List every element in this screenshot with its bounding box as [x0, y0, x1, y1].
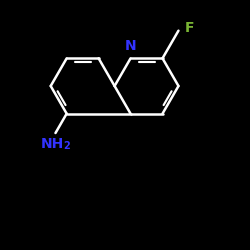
Text: 2: 2 — [63, 140, 70, 150]
Text: NH: NH — [41, 137, 64, 151]
Text: N: N — [125, 39, 136, 53]
Text: F: F — [184, 22, 194, 36]
